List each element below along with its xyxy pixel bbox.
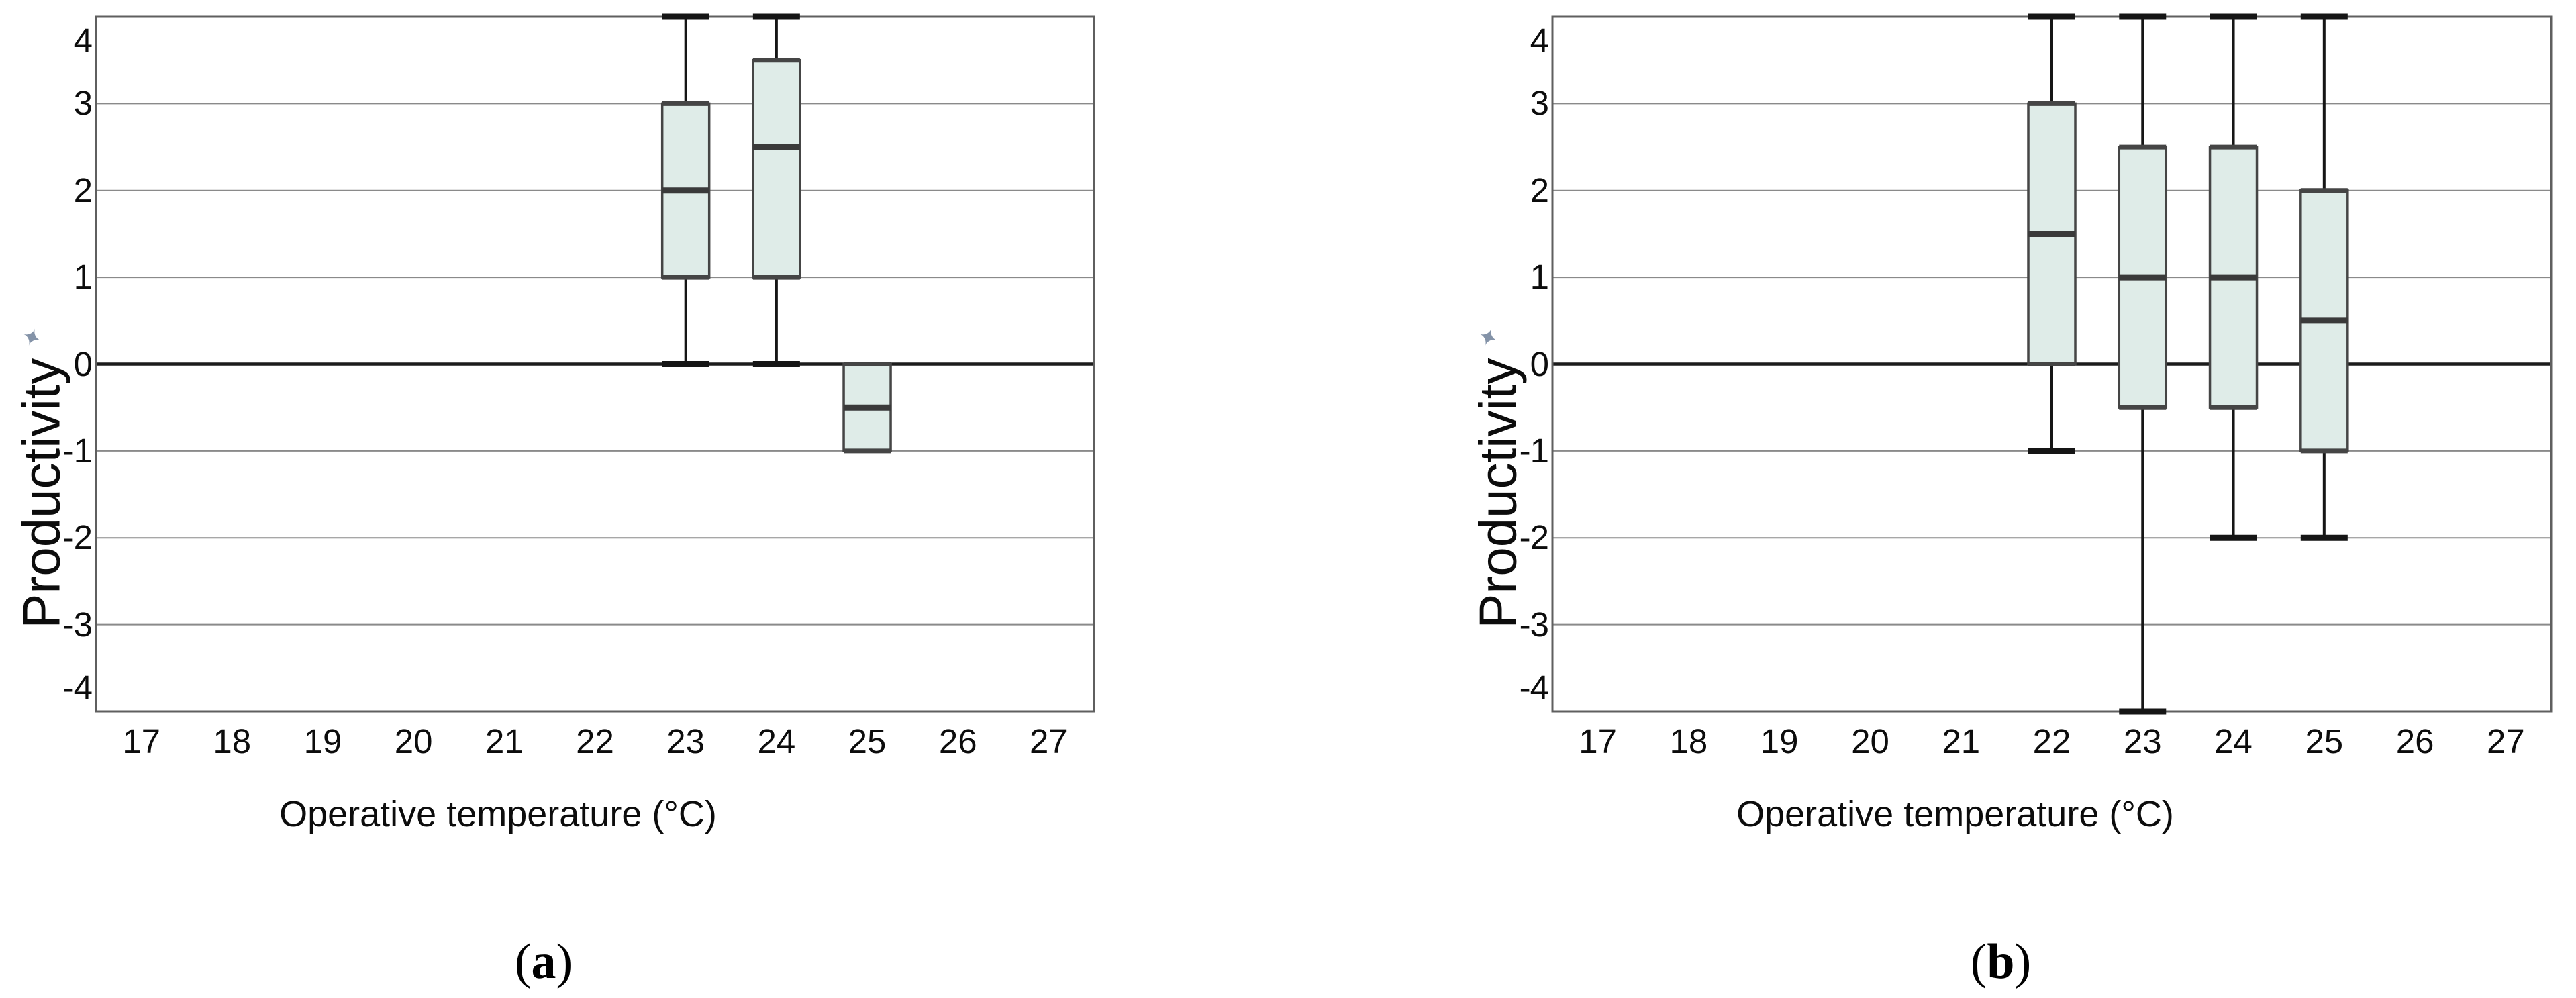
x-tick-label-a-21: 21 <box>485 722 524 760</box>
caption-a-letter: a <box>531 934 556 989</box>
y-tick-label-a-2: 2 <box>73 170 93 209</box>
x-tick-label-a-22: 22 <box>576 722 614 760</box>
y-tick-label-a--4: -4 <box>62 668 93 707</box>
y-tick-label-b--4: -4 <box>1519 668 1549 707</box>
box-b-24 <box>2208 17 2259 538</box>
x-tick-label-b-23: 23 <box>2123 722 2162 760</box>
box-rect <box>752 58 801 279</box>
box-a-23 <box>660 17 711 364</box>
x-tick-label-a-19: 19 <box>303 722 342 760</box>
y-tick-label-b-2: 2 <box>1530 170 1549 209</box>
x-tick-label-a-17: 17 <box>122 722 160 760</box>
panel-a <box>95 13 1095 713</box>
x-tick-label-b-24: 24 <box>2214 722 2252 760</box>
caption-b-paren-open: ( <box>1970 934 1987 989</box>
y-tick-label-a-1: 1 <box>73 258 93 297</box>
x-tick-label-b-22: 22 <box>2032 722 2071 760</box>
y-tick-label-a--1: -1 <box>62 431 93 470</box>
panel-b <box>1551 13 2553 715</box>
caption-b-paren-close: ) <box>2014 934 2032 989</box>
x-tick-label-b-26: 26 <box>2395 722 2434 760</box>
y-tick-label-a-0: 0 <box>73 344 93 383</box>
x-axis-title-a: Operative temperature (°C) <box>279 794 717 834</box>
y-axis-title-text-a: Productivity <box>11 358 71 629</box>
x-tick-label-b-21: 21 <box>1942 722 1981 760</box>
x-tick-label-b-17: 17 <box>1579 722 1617 760</box>
x-tick-label-a-25: 25 <box>848 722 887 760</box>
x-tick-label-a-18: 18 <box>213 722 252 760</box>
y-tick-label-b-0: 0 <box>1530 344 1549 383</box>
x-tick-label-a-26: 26 <box>938 722 977 760</box>
y-tick-label-a--3: -3 <box>62 605 93 644</box>
caption-a-paren-close: ) <box>556 934 573 989</box>
x-tick-label-b-18: 18 <box>1669 722 1708 760</box>
y-tick-label-b-4: 4 <box>1530 21 1549 60</box>
box-b-23 <box>2118 17 2168 711</box>
caption-b-letter: b <box>1987 934 2015 989</box>
y-tick-label-b--3: -3 <box>1519 605 1549 644</box>
x-tick-label-b-20: 20 <box>1851 722 1889 760</box>
plot-border-a <box>95 15 1095 713</box>
box-a-25 <box>842 362 892 454</box>
y-tick-label-a-4: 4 <box>73 21 93 60</box>
y-tick-label-a-3: 3 <box>73 84 93 123</box>
y-axis-title-text-b: Productivity <box>1468 358 1528 629</box>
box-a-24 <box>752 17 801 364</box>
x-tick-label-a-20: 20 <box>394 722 433 760</box>
x-tick-label-b-27: 27 <box>2486 722 2525 760</box>
y-tick-label-a--2: -2 <box>62 518 93 557</box>
caption-a-paren-open: ( <box>514 934 532 989</box>
y-tick-label-b--1: -1 <box>1519 431 1549 470</box>
y-tick-label-b-1: 1 <box>1530 258 1549 297</box>
x-tick-label-b-25: 25 <box>2305 722 2344 760</box>
y-tick-label-b--2: -2 <box>1519 518 1549 557</box>
x-tick-label-a-23: 23 <box>666 722 705 760</box>
caption-a: (a) <box>515 937 573 987</box>
x-tick-label-a-27: 27 <box>1030 722 1068 760</box>
y-tick-label-b-3: 3 <box>1530 84 1549 123</box>
x-tick-label-a-24: 24 <box>757 722 796 760</box>
x-axis-title-b: Operative temperature (°C) <box>1736 794 2174 834</box>
caption-b: (b) <box>1971 937 2031 987</box>
x-tick-label-b-19: 19 <box>1760 722 1799 760</box>
box-b-25 <box>2299 17 2349 538</box>
box-b-22 <box>2027 17 2077 451</box>
